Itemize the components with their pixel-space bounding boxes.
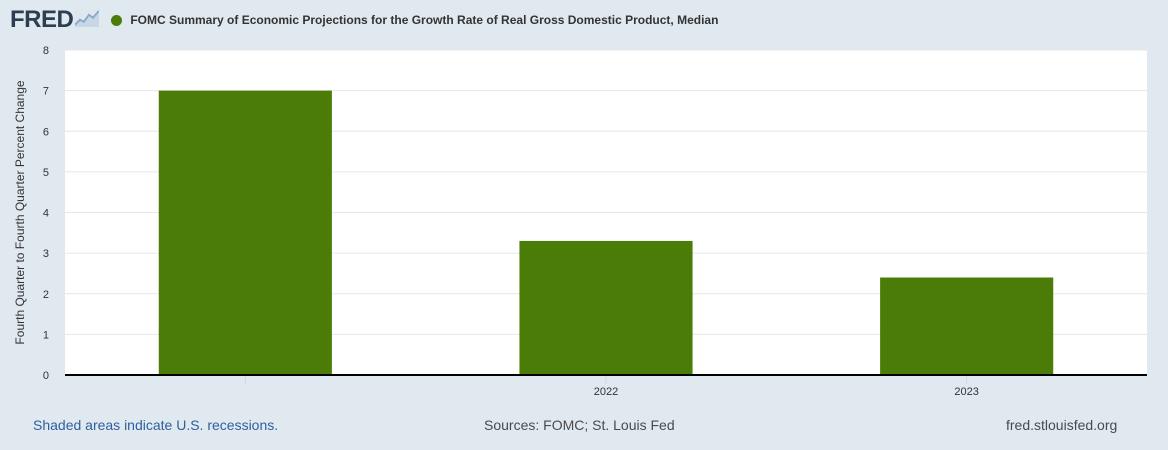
legend-label: FOMC Summary of Economic Projections for… — [130, 13, 719, 27]
y-tick-label: 1 — [43, 329, 49, 341]
y-tick-label: 6 — [43, 126, 49, 138]
fred-logo[interactable]: FRED — [10, 6, 101, 34]
chart-legend: FOMC Summary of Economic Projections for… — [111, 13, 718, 27]
line-graph-icon — [74, 8, 101, 32]
fred-logo-text: FRED — [10, 6, 74, 33]
y-tick-label: 5 — [43, 167, 49, 179]
bar — [158, 90, 332, 375]
chart-header: FRED FOMC Summary of Economic Projection… — [10, 6, 718, 34]
y-tick-label: 3 — [43, 248, 49, 260]
bar — [519, 240, 693, 375]
x-tick-label: 2022 — [594, 386, 618, 398]
y-tick-label: 0 — [43, 370, 49, 382]
y-tick-label: 4 — [43, 208, 49, 220]
y-axis-title: Fourth Quarter to Fourth Quarter Percent… — [13, 80, 27, 344]
legend-marker — [111, 14, 123, 26]
y-tick-label: 2 — [43, 289, 49, 301]
y-tick-label: 7 — [43, 86, 49, 98]
sources-text: Sources: FOMC; St. Louis Fed — [484, 417, 675, 433]
y-tick-label: 8 — [43, 45, 49, 57]
bar-chart: 0 1 2 3 4 5 6 7 8 Fourth Quarter to Fourth Quarte… — [13, 45, 1147, 398]
x-tick-label: 2023 — [954, 386, 978, 398]
bar — [880, 277, 1054, 375]
recession-note-link[interactable]: Shaded areas indicate U.S. recessions. — [33, 417, 279, 433]
site-link[interactable]: fred.stlouisfed.org — [1006, 417, 1118, 433]
